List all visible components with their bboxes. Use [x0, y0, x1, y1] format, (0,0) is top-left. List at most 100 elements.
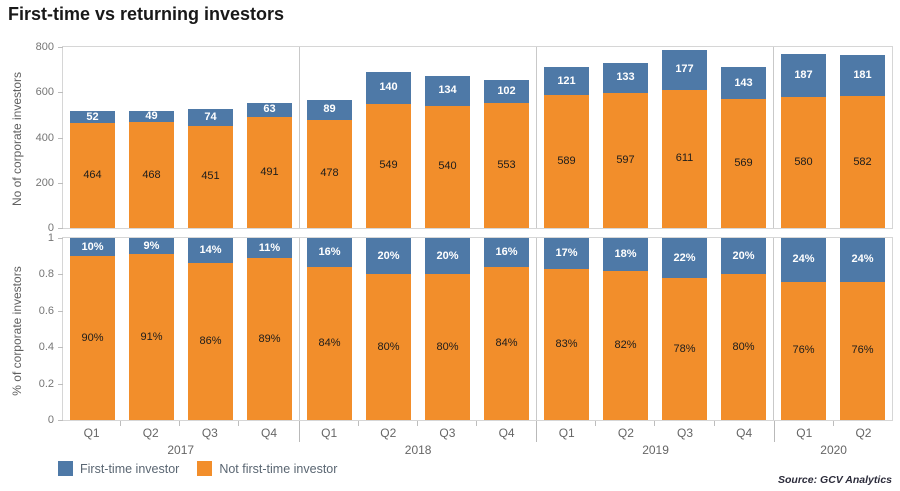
bar-groups: 10% 90% 9% 91% 14% 86% 11% 89% 16% 84% 20% 80% 20% 80… [63, 238, 892, 420]
legend-swatch-icon [197, 461, 213, 476]
stacked-bar-q1-2018: 89 478 [307, 47, 352, 228]
x-axis-tick-label: Q2 [359, 421, 419, 442]
bar-segment-not-first-time[interactable]: 553 [484, 102, 529, 228]
y-axis-tick-label: 0 [47, 222, 54, 234]
bar-value-label: 76% [851, 344, 874, 357]
bar-segment-not-first-time[interactable]: 611 [662, 89, 707, 228]
bar-segment-not-first-time[interactable]: 569 [721, 99, 766, 228]
stacked-bar-q3-2019: 22% 78% [662, 238, 707, 420]
bar-segment-not-first-time[interactable]: 597 [603, 92, 648, 228]
bar-segment-not-first-time[interactable]: 491 [247, 116, 292, 228]
legend-swatch-icon [58, 461, 73, 476]
bar-segment-first-time[interactable]: 24% [840, 238, 885, 282]
bar-segment-not-first-time[interactable]: 83% [544, 268, 589, 420]
bar-segment-first-time[interactable]: 74 [188, 109, 233, 126]
bar-segment-not-first-time[interactable]: 580 [781, 96, 826, 228]
bar-segment-first-time[interactable]: 22% [662, 238, 707, 279]
bar-segment-not-first-time[interactable]: 78% [662, 278, 707, 420]
bar-segment-not-first-time[interactable]: 89% [247, 258, 292, 420]
bar-segment-first-time[interactable]: 102 [484, 79, 529, 103]
x-axis-tick-label: Q2 [121, 421, 181, 442]
bar-segment-first-time[interactable]: 10% [70, 238, 115, 257]
bar-segment-first-time[interactable]: 177 [662, 49, 707, 90]
bar-segment-first-time[interactable]: 89 [307, 99, 352, 120]
stacked-bar-q1-2018: 16% 84% [307, 238, 352, 420]
year-group-2020: 24% 76% 24% 76% [774, 238, 892, 420]
bar-segment-first-time[interactable]: 20% [425, 238, 470, 275]
bar-segment-first-time[interactable]: 16% [484, 238, 529, 268]
legend-item-not-first-time[interactable]: Not first-time investor [197, 461, 337, 476]
bar-value-label: 52 [86, 111, 99, 123]
stacked-bar-q1-2019: 17% 83% [544, 238, 589, 420]
bar-segment-not-first-time[interactable]: 468 [129, 122, 174, 228]
bar-value-label: 134 [438, 84, 457, 97]
bar-value-label: 553 [497, 158, 516, 171]
bar-value-label: 491 [260, 165, 279, 178]
bar-segment-first-time[interactable]: 187 [781, 54, 826, 97]
bar-value-label: 464 [83, 169, 102, 182]
y-axis-tick-label: 800 [35, 41, 54, 53]
bar-segment-first-time[interactable]: 14% [188, 238, 233, 264]
bar-value-label: 589 [557, 154, 576, 167]
stacked-bar-q4-2017: 11% 89% [247, 238, 292, 420]
y-axis-title-count: No of corporate investors [10, 71, 24, 207]
bar-value-label: 80% [436, 340, 459, 353]
bar-segment-not-first-time[interactable]: 540 [425, 105, 470, 228]
bar-segment-first-time[interactable]: 140 [366, 72, 411, 104]
bar-segment-first-time[interactable]: 143 [721, 66, 766, 100]
bar-segment-first-time[interactable]: 20% [366, 238, 411, 275]
bar-segment-first-time[interactable]: 18% [603, 238, 648, 271]
y-axis-tick-mark [58, 238, 63, 239]
y-axis-tick-label: 1 [47, 232, 54, 244]
bar-value-label: 24% [851, 253, 874, 266]
x-axis-tick-label: Q2 [855, 426, 872, 440]
bar-value-label: 582 [853, 155, 872, 168]
bar-value-label: 76% [792, 344, 815, 357]
chart-title: First-time vs returning investors [8, 4, 285, 24]
bar-segment-first-time[interactable]: 121 [544, 67, 589, 95]
bar-value-label: 177 [675, 63, 694, 76]
bar-segment-not-first-time[interactable]: 80% [425, 274, 470, 420]
bar-segment-first-time[interactable]: 11% [247, 238, 292, 259]
bar-segment-first-time[interactable]: 16% [307, 238, 352, 268]
bar-segment-first-time[interactable]: 133 [603, 62, 648, 93]
bar-segment-first-time[interactable]: 181 [840, 55, 885, 97]
bar-value-label: 187 [794, 69, 813, 82]
bar-segment-not-first-time[interactable]: 91% [129, 254, 174, 420]
bar-segment-not-first-time[interactable]: 464 [70, 123, 115, 228]
bar-segment-not-first-time[interactable]: 86% [188, 263, 233, 420]
bar-segment-first-time[interactable]: 9% [129, 238, 174, 255]
bar-segment-not-first-time[interactable]: 451 [188, 125, 233, 228]
bar-segment-first-time[interactable]: 49 [129, 111, 174, 123]
x-axis-tick-label: Q1 [300, 421, 359, 442]
bar-segment-first-time[interactable]: 20% [721, 238, 766, 275]
bar-segment-not-first-time[interactable]: 582 [840, 96, 885, 228]
bar-segment-not-first-time[interactable]: 76% [781, 281, 826, 420]
stacked-bar-q3-2019: 177 611 [662, 47, 707, 228]
bar-value-label: 20% [732, 249, 755, 262]
y-axis-tick-mark [58, 310, 63, 312]
bar-segment-first-time[interactable]: 63 [247, 102, 292, 117]
bar-value-label: 569 [734, 157, 753, 170]
bar-segment-not-first-time[interactable]: 84% [307, 267, 352, 420]
bar-segment-not-first-time[interactable]: 80% [721, 274, 766, 420]
y-axis-title-percent: % of corporate investors [10, 266, 24, 396]
bar-segment-not-first-time[interactable]: 82% [603, 270, 648, 420]
bar-segment-not-first-time[interactable]: 90% [70, 256, 115, 420]
legend-item-first-time[interactable]: First-time investor [58, 461, 179, 476]
bar-segment-not-first-time[interactable]: 589 [544, 94, 589, 228]
bar-value-label: 140 [379, 81, 398, 94]
bar-segment-first-time[interactable]: 134 [425, 75, 470, 106]
stacked-bar-q1-2017: 10% 90% [70, 238, 115, 420]
bar-segment-first-time[interactable]: 52 [70, 111, 115, 124]
bar-segment-not-first-time[interactable]: 478 [307, 119, 352, 228]
bar-segment-not-first-time[interactable]: 84% [484, 267, 529, 420]
stacked-bar-q1-2020: 187 580 [781, 47, 826, 228]
bar-segment-not-first-time[interactable]: 549 [366, 103, 411, 228]
x-axis-year-label: 2017 [167, 443, 195, 457]
bar-segment-first-time[interactable]: 24% [781, 238, 826, 282]
bar-segment-not-first-time[interactable]: 80% [366, 274, 411, 420]
bar-segment-first-time[interactable]: 17% [544, 238, 589, 269]
percent-chart-panel: 0 0.2 0.4 0.6 0.8 1 10% 90% 9% 91% 14% 86% 11% 89% 16%… [39, 232, 893, 426]
bar-segment-not-first-time[interactable]: 76% [840, 281, 885, 420]
